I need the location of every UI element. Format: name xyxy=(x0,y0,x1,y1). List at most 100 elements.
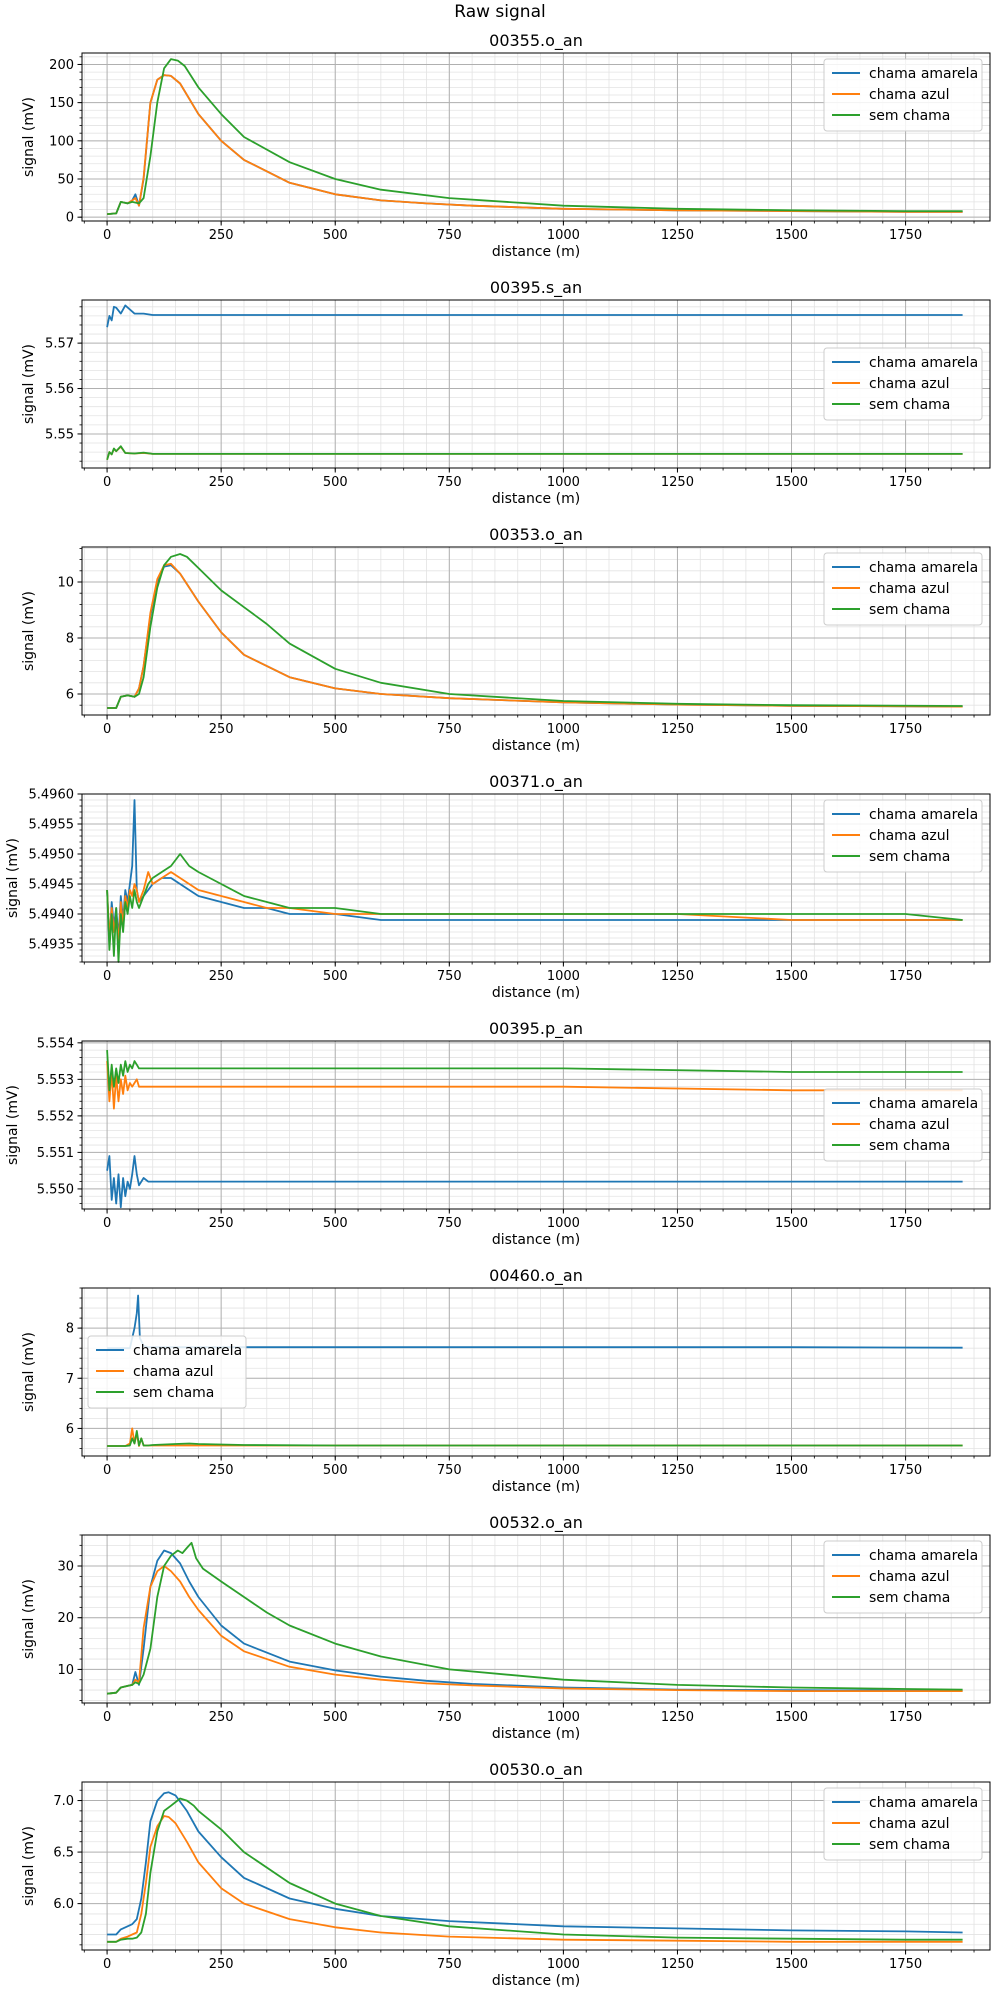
x-tick-label: 1250 xyxy=(661,722,694,737)
x-tick-label: 500 xyxy=(323,722,348,737)
y-axis-label: signal (mV) xyxy=(5,1085,21,1165)
x-axis-label: distance (m) xyxy=(492,244,580,260)
x-tick-label: 500 xyxy=(323,475,348,490)
y-tick-label: 200 xyxy=(49,58,74,73)
x-tick-label: 1750 xyxy=(889,1463,922,1478)
legend-label: chama amarela xyxy=(869,807,978,823)
x-tick-label: 1500 xyxy=(775,1710,808,1725)
x-axis-label: distance (m) xyxy=(492,1726,580,1742)
series-line-chama-amarela xyxy=(106,304,963,328)
x-tick-label: 1000 xyxy=(547,1216,580,1231)
series-line-sem-chama xyxy=(106,445,963,461)
x-tick-label: 500 xyxy=(323,1957,348,1972)
legend-label: chama amarela xyxy=(133,1343,242,1359)
x-tick-label: 1750 xyxy=(889,969,922,984)
x-tick-label: 250 xyxy=(209,722,234,737)
x-tick-label: 1500 xyxy=(775,969,808,984)
y-axis-label: signal (mV) xyxy=(21,1826,37,1906)
series-line-chama-amarela xyxy=(107,1791,963,1936)
legend: chama amarela chama azul sem chama xyxy=(823,552,983,626)
legend-label: chama amarela xyxy=(869,1795,978,1811)
x-tick-label: 250 xyxy=(209,1216,234,1231)
y-tick-label: 5.551 xyxy=(37,1146,74,1161)
x-tick-label: 1250 xyxy=(661,1710,694,1725)
y-tick-label: 6 xyxy=(66,1422,74,1437)
x-tick-label: 1000 xyxy=(547,1463,580,1478)
axes-frame xyxy=(81,299,991,469)
y-tick-label: 20 xyxy=(57,1611,74,1626)
legend-label: sem chama xyxy=(869,397,950,413)
y-tick-label: 6.5 xyxy=(53,1846,74,1861)
subplot-title: 00395.s_an xyxy=(490,278,582,298)
x-tick-label: 500 xyxy=(323,1710,348,1725)
x-tick-label: 1250 xyxy=(661,969,694,984)
x-tick-label: 1000 xyxy=(547,1710,580,1725)
x-tick-label: 0 xyxy=(103,1957,111,1972)
legend-label: chama azul xyxy=(869,1569,950,1585)
x-tick-label: 750 xyxy=(437,1710,462,1725)
x-tick-label: 1750 xyxy=(889,1957,922,1972)
x-tick-label: 1750 xyxy=(889,475,922,490)
x-tick-label: 750 xyxy=(437,475,462,490)
legend-label: sem chama xyxy=(869,602,950,618)
series-line-sem-chama xyxy=(106,853,963,963)
figure-suptitle: Raw signal xyxy=(454,2,546,22)
x-axis-label: distance (m) xyxy=(492,985,580,1001)
y-tick-label: 5.57 xyxy=(45,337,74,352)
x-tick-label: 1750 xyxy=(889,1710,922,1725)
x-tick-label: 0 xyxy=(103,475,111,490)
series-line-chama-azul xyxy=(106,1061,963,1110)
y-tick-label: 30 xyxy=(57,1560,74,1575)
x-tick-label: 750 xyxy=(437,1216,462,1231)
x-tick-label: 0 xyxy=(103,969,111,984)
x-tick-label: 1500 xyxy=(775,1957,808,1972)
legend-box xyxy=(823,58,983,132)
x-tick-label: 1000 xyxy=(547,475,580,490)
y-axis-label: signal (mV) xyxy=(21,344,37,424)
legend-label: chama azul xyxy=(869,87,950,103)
x-axis-label: distance (m) xyxy=(492,1973,580,1989)
subplot-title: 00460.o_an xyxy=(489,1266,583,1286)
x-tick-label: 1750 xyxy=(889,1216,922,1231)
legend-label: sem chama xyxy=(869,1590,950,1606)
axes-frame xyxy=(81,52,991,222)
x-tick-label: 1250 xyxy=(661,1463,694,1478)
legend: chama amarela chama azul sem chama xyxy=(823,347,983,421)
x-tick-label: 250 xyxy=(209,475,234,490)
subplot-5: 0 250 500 750 1000 1250 1500 1750 5.550 5.551 5.55… xyxy=(5,1019,991,1248)
x-tick-label: 1250 xyxy=(661,1957,694,1972)
legend-label: chama azul xyxy=(869,376,950,392)
y-axis-label: signal (mV) xyxy=(21,591,37,671)
subplot-title: 00530.o_an xyxy=(489,1760,583,1780)
y-tick-label: 5.4945 xyxy=(29,878,75,893)
subplot-8: 0 250 500 750 1000 1250 1500 1750 6.0 6.5 7.0 00530… xyxy=(21,1760,991,1989)
y-tick-label: 5.55 xyxy=(45,427,74,442)
x-axis-label: distance (m) xyxy=(492,738,580,754)
x-tick-label: 1500 xyxy=(775,1463,808,1478)
y-tick-label: 5.552 xyxy=(37,1109,74,1124)
x-tick-label: 1000 xyxy=(547,228,580,243)
y-tick-label: 50 xyxy=(57,173,74,188)
y-tick-label: 100 xyxy=(49,134,74,149)
series-line-sem-chama xyxy=(107,1430,963,1447)
y-axis-label: signal (mV) xyxy=(21,97,37,177)
x-tick-label: 250 xyxy=(209,969,234,984)
legend-label: sem chama xyxy=(133,1385,214,1401)
legend-label: sem chama xyxy=(869,849,950,865)
x-tick-label: 500 xyxy=(323,969,348,984)
subplot-4: 0 250 500 750 1000 1250 1500 1750 5.4935 5.4940 5.… xyxy=(5,772,991,1001)
legend-label: chama azul xyxy=(869,828,950,844)
legend-label: sem chama xyxy=(869,108,950,124)
legend: chama amarela chama azul sem chama xyxy=(823,1088,983,1162)
y-tick-label: 7.0 xyxy=(53,1794,74,1809)
legend-box xyxy=(823,1088,983,1162)
y-tick-label: 150 xyxy=(49,96,74,111)
y-axis-label: signal (mV) xyxy=(21,1579,37,1659)
legend-box xyxy=(823,1787,983,1861)
y-tick-label: 5.550 xyxy=(37,1182,74,1197)
x-tick-label: 1000 xyxy=(547,969,580,984)
subplot-2: 0 250 500 750 1000 1250 1500 1750 5.55 5.56 5.57 00… xyxy=(21,278,991,507)
subplot-title: 00355.o_an xyxy=(489,31,583,51)
legend: chama amarela chama azul sem chama xyxy=(823,58,983,132)
